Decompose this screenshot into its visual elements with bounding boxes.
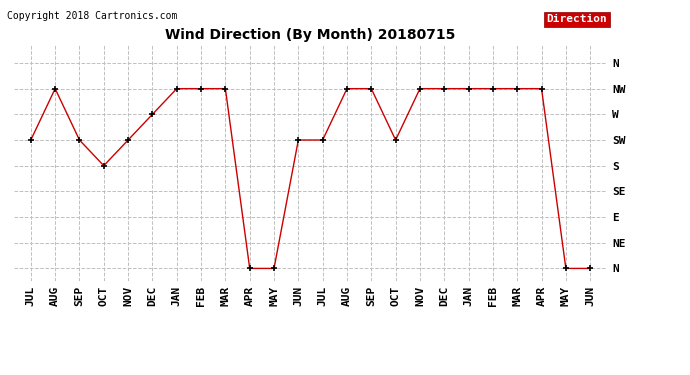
Title: Wind Direction (By Month) 20180715: Wind Direction (By Month) 20180715	[166, 28, 455, 42]
Text: Copyright 2018 Cartronics.com: Copyright 2018 Cartronics.com	[7, 11, 177, 21]
Text: Direction: Direction	[546, 14, 607, 24]
